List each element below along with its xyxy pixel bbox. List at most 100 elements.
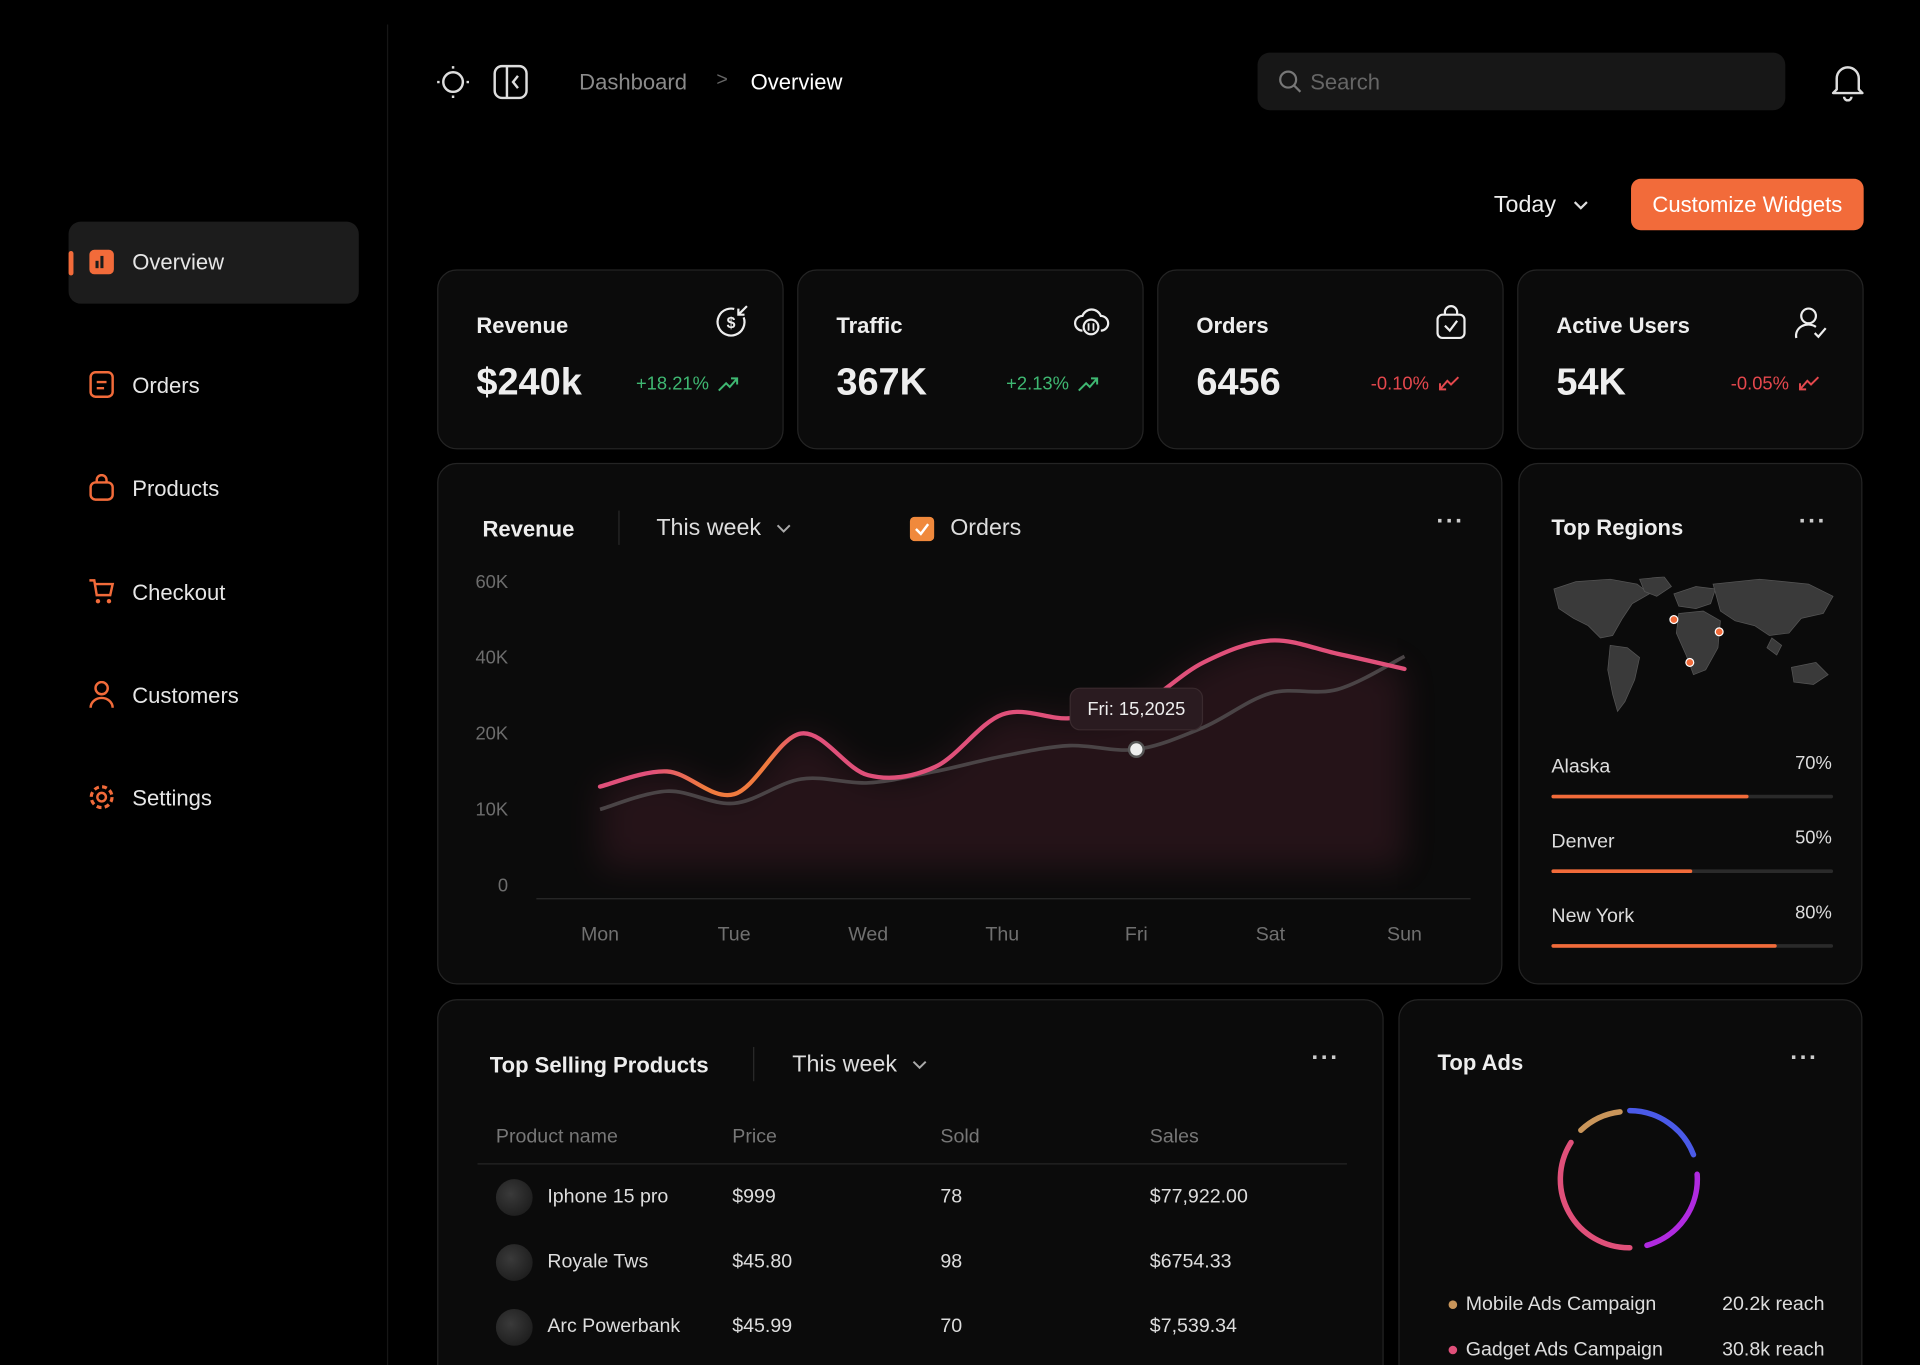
period-dropdown[interactable]: This week bbox=[792, 1052, 928, 1079]
nav-label: Checkout bbox=[132, 579, 226, 605]
nav-icon bbox=[89, 680, 114, 708]
stat-change: -0.05% bbox=[1730, 373, 1789, 395]
stat-title: Orders bbox=[1196, 313, 1269, 338]
period-dropdown[interactable]: This week bbox=[656, 516, 792, 543]
chevron bbox=[912, 1060, 927, 1070]
column-header: Product name bbox=[495, 1126, 618, 1148]
nav-label: Products bbox=[132, 475, 220, 501]
nav-icon bbox=[89, 785, 114, 810]
table-rule bbox=[477, 1163, 1347, 1165]
ads-card: Top Ads ··· Mobile Ads Campaign 20.2k rea… bbox=[1398, 999, 1863, 1365]
stat-change: +2.13% bbox=[1006, 373, 1069, 395]
series-line bbox=[599, 654, 1406, 812]
progress-bar bbox=[1551, 944, 1777, 948]
table-cell: $6754.33 bbox=[1149, 1251, 1232, 1273]
x-tick-label: Wed bbox=[848, 923, 888, 945]
chart-title: Revenue bbox=[482, 516, 575, 542]
table-cell: 70 bbox=[940, 1316, 963, 1338]
nav-label: Orders bbox=[132, 372, 200, 398]
more-menu[interactable]: ··· bbox=[1790, 1044, 1819, 1072]
stat-value: 54K bbox=[1556, 360, 1626, 403]
nav-icon bbox=[89, 249, 114, 274]
stat-value: $240k bbox=[476, 360, 582, 403]
card-title: Top Regions bbox=[1551, 515, 1684, 540]
x-tick-label: Tue bbox=[718, 923, 751, 945]
table-cell: $45.80 bbox=[732, 1251, 793, 1273]
nav-item[interactable]: Overview bbox=[68, 221, 359, 304]
table-cell: Iphone 15 pro bbox=[547, 1186, 669, 1208]
search-placeholder: Search bbox=[1310, 69, 1381, 95]
stat-icon bbox=[1436, 305, 1466, 340]
revenue-card: Revenue This week Orders ··· 0 10K 20K 40K 6… bbox=[437, 462, 1503, 985]
nav-label: Settings bbox=[132, 785, 212, 810]
legend-reach: 20.2k reach bbox=[1722, 1294, 1825, 1316]
table-cell: Arc Powerbank bbox=[547, 1316, 681, 1338]
panel-icon[interactable] bbox=[492, 64, 529, 101]
stat-icon bbox=[1074, 308, 1110, 336]
products-card: Top Selling Products This week ··· Produ… bbox=[437, 999, 1384, 1365]
stat-title: Active Users bbox=[1556, 313, 1690, 338]
search-icon bbox=[1279, 70, 1302, 93]
nav-icon bbox=[89, 473, 114, 501]
nav-item[interactable]: Products bbox=[69, 462, 359, 516]
column-header: Sales bbox=[1149, 1126, 1199, 1148]
product-thumb bbox=[495, 1244, 533, 1281]
more-menu[interactable]: ··· bbox=[1798, 508, 1827, 536]
y-tick-label: 20K bbox=[475, 723, 508, 744]
period-label: This week bbox=[792, 1051, 897, 1078]
trend-arrow bbox=[1078, 377, 1099, 392]
nav-item[interactable]: Checkout bbox=[69, 566, 359, 620]
breadcrumb-item[interactable]: Dashboard bbox=[579, 69, 688, 95]
tooltip-box bbox=[1069, 687, 1204, 731]
donut bbox=[1557, 1107, 1701, 1251]
stat-card: Active Users 54K -0.05% bbox=[1517, 269, 1864, 450]
product-thumb bbox=[495, 1308, 533, 1346]
nav-item[interactable]: Orders bbox=[69, 359, 359, 413]
nav-item[interactable]: Customers bbox=[69, 669, 359, 723]
point bbox=[1127, 740, 1145, 758]
product-thumb bbox=[495, 1179, 533, 1216]
bell-icon[interactable] bbox=[1829, 62, 1866, 102]
legend-checkbox[interactable] bbox=[909, 516, 935, 542]
nav-item[interactable]: Settings bbox=[69, 771, 359, 825]
table-cell: 98 bbox=[940, 1251, 963, 1273]
period-dropdown[interactable]: Today bbox=[1494, 192, 1589, 219]
legend-dot bbox=[1448, 1300, 1458, 1309]
nav-icon bbox=[89, 579, 115, 604]
customize-button[interactable]: Customize Widgets bbox=[1631, 178, 1864, 231]
table-cell: $45.99 bbox=[732, 1316, 793, 1338]
line-chart: 0 10K 20K 40K 60K Mon Tue Wed Thu Fri Sat Sun Fri: 1… bbox=[475, 571, 1471, 945]
trend-arrow bbox=[1799, 376, 1820, 391]
more-menu[interactable]: ··· bbox=[1436, 508, 1465, 536]
x-tick-label: Sat bbox=[1256, 923, 1286, 945]
x-tick-label: Fri bbox=[1125, 923, 1148, 945]
nav-label: Overview bbox=[132, 249, 225, 275]
breadcrumb-separator: > bbox=[716, 69, 728, 91]
stat-change: -0.10% bbox=[1370, 373, 1429, 395]
region-name: New York bbox=[1551, 906, 1635, 927]
card-title: Top Ads bbox=[1437, 1050, 1524, 1076]
theme-icon[interactable] bbox=[435, 65, 472, 102]
regions-card: Top Regions ··· Alaska 70% Denver 50% New Yo… bbox=[1518, 462, 1863, 985]
period-label: This week bbox=[656, 515, 762, 542]
breadcrumb-item: Overview bbox=[750, 69, 843, 95]
stat-change: +18.21% bbox=[635, 373, 709, 395]
period-label: Today bbox=[1493, 192, 1556, 218]
chevron bbox=[1573, 201, 1588, 210]
y-tick-label: 0 bbox=[498, 874, 508, 895]
search-box[interactable]: Search bbox=[1257, 52, 1786, 111]
y-tick-label: 40K bbox=[475, 647, 508, 668]
legend-name: Gadget Ads Campaign bbox=[1465, 1339, 1663, 1361]
column-header: Price bbox=[732, 1126, 777, 1148]
region-value: 70% bbox=[1795, 753, 1832, 774]
progress-bar bbox=[1551, 794, 1749, 799]
x-tick-label: Thu bbox=[985, 923, 1019, 945]
region-name: Alaska bbox=[1551, 756, 1611, 778]
more-menu[interactable]: ··· bbox=[1311, 1044, 1340, 1072]
legend-reach: 30.8k reach bbox=[1722, 1339, 1825, 1361]
stat-title: Traffic bbox=[836, 313, 903, 338]
region-name: Denver bbox=[1551, 831, 1615, 853]
divider bbox=[753, 1046, 755, 1082]
